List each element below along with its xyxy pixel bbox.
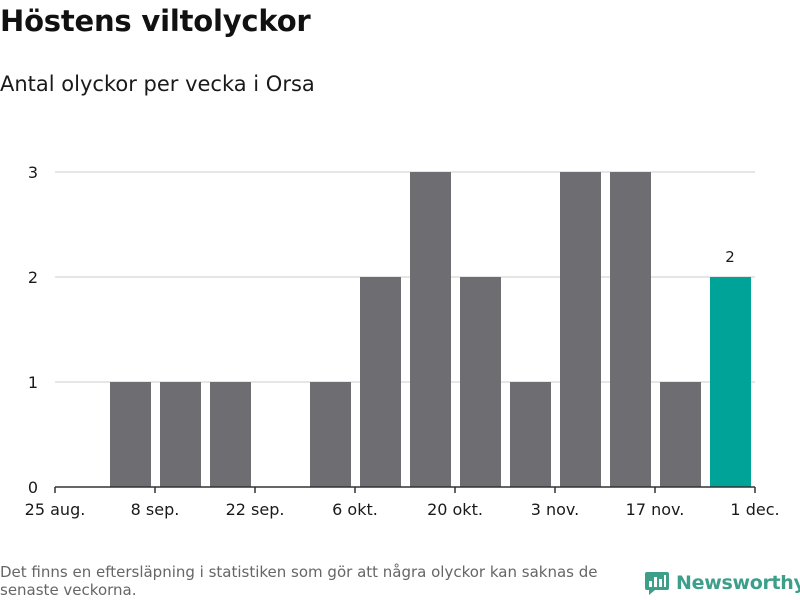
- bar: [510, 382, 551, 487]
- bar: [410, 172, 451, 487]
- brand-name: Newsworthy: [676, 572, 800, 594]
- bar-highlight: [710, 277, 751, 487]
- bar: [360, 277, 401, 487]
- y-tick-label: 3: [28, 163, 38, 182]
- footnote: Det finns en eftersläpning i statistiken…: [0, 563, 598, 599]
- chart-subtitle: Antal olyckor per vecka i Orsa: [0, 72, 315, 96]
- bar: [560, 172, 601, 487]
- x-tick-label: 20 okt.: [427, 500, 483, 519]
- x-tick-label: 1 dec.: [730, 500, 779, 519]
- bar: [310, 382, 351, 487]
- x-tick-label: 22 sep.: [226, 500, 285, 519]
- bar: [610, 172, 651, 487]
- y-tick-label: 1: [28, 373, 38, 392]
- newsworthy-logo-icon: [645, 572, 669, 595]
- data-label: 2: [725, 248, 735, 266]
- newsworthy-logo[interactable]: Newsworthy: [644, 570, 800, 596]
- x-tick-label: 6 okt.: [332, 500, 378, 519]
- x-tick-label: 25 aug.: [25, 500, 86, 519]
- x-tick-label: 8 sep.: [131, 500, 180, 519]
- bar-chart: 0 1 2 3 2 25 aug. 8 sep. 22 sep. 6 okt. 20 okt. 3 …: [25, 163, 780, 519]
- chart-title: Höstens viltolyckor: [0, 4, 311, 38]
- axes: [54, 486, 756, 493]
- bar: [160, 382, 201, 487]
- x-tick-label: 3 nov.: [531, 500, 580, 519]
- y-tick-label: 0: [28, 478, 38, 497]
- x-tick-label: 17 nov.: [626, 500, 685, 519]
- bar: [210, 382, 251, 487]
- labels: 0 1 2 3 2 25 aug. 8 sep. 22 sep. 6 okt. 20 okt. 3 …: [25, 163, 780, 519]
- y-tick-label: 2: [28, 268, 38, 287]
- bars: [110, 172, 751, 487]
- bar: [460, 277, 501, 487]
- bar: [660, 382, 701, 487]
- bar: [110, 382, 151, 487]
